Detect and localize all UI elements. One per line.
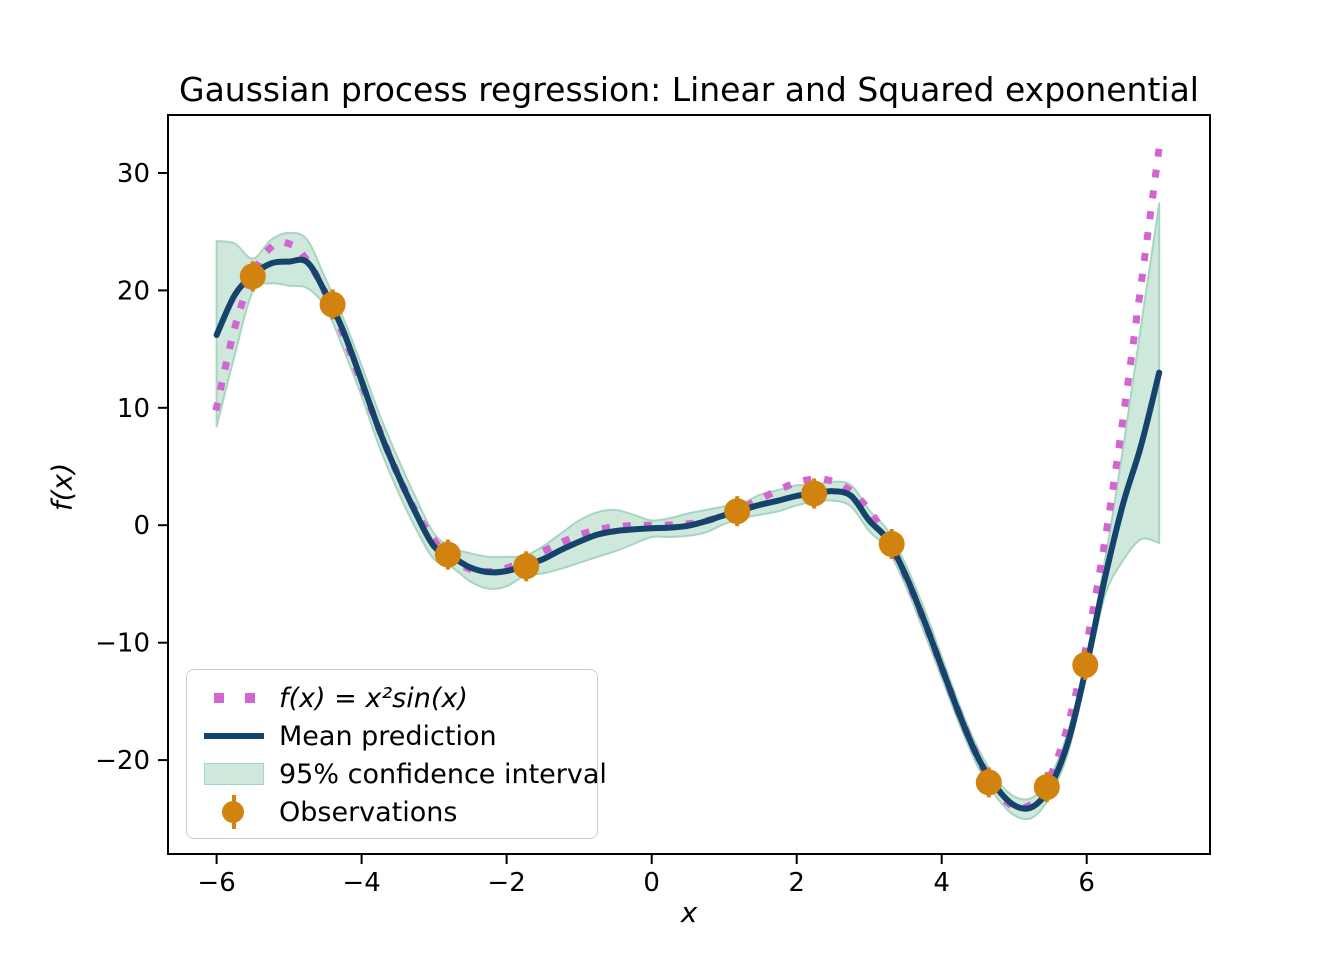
observation-point bbox=[724, 498, 751, 525]
observation-point bbox=[1033, 774, 1060, 801]
legend-label: Mean prediction bbox=[279, 720, 497, 752]
errorbar-marker-swatch bbox=[201, 795, 267, 829]
dot-sample-icon bbox=[213, 693, 224, 703]
x-tick-label: −2 bbox=[487, 868, 525, 898]
y-tick-label: −10 bbox=[95, 629, 150, 659]
y-tick-label: 10 bbox=[117, 394, 150, 424]
observation-point bbox=[319, 291, 346, 318]
dot-sample-icon bbox=[244, 693, 255, 703]
legend-label: Observations bbox=[279, 796, 458, 828]
observation-point bbox=[1072, 652, 1099, 678]
patch-swatch bbox=[201, 763, 267, 785]
line-sample-icon bbox=[204, 733, 264, 739]
observation-point bbox=[801, 480, 828, 507]
x-tick-label: 0 bbox=[643, 868, 660, 898]
mean-prediction-line bbox=[213, 256, 1163, 812]
y-tick-label: −20 bbox=[95, 746, 150, 776]
x-tick-label: 6 bbox=[1078, 868, 1095, 898]
plot-border bbox=[167, 114, 1211, 855]
chart-title: Gaussian process regression: Linear and … bbox=[179, 70, 1199, 109]
x-tick-label: −6 bbox=[197, 868, 235, 898]
x-tick-label: 4 bbox=[933, 868, 950, 898]
observation-point bbox=[878, 531, 905, 557]
legend-item-true-function: f(x) = x²sin(x) bbox=[201, 679, 597, 717]
x-tick-label: 2 bbox=[788, 868, 805, 898]
legend-item-mean-prediction: Mean prediction bbox=[201, 717, 597, 755]
y-axis-label: f(x) bbox=[45, 462, 79, 512]
observation-point bbox=[975, 769, 1002, 796]
x-tick-label: −4 bbox=[342, 868, 380, 898]
solid-line-swatch bbox=[201, 733, 267, 739]
y-tick-label: 20 bbox=[117, 276, 150, 306]
legend-label: f(x) = x²sin(x) bbox=[279, 682, 468, 714]
observation-point bbox=[239, 263, 266, 290]
legend-label: 95% confidence interval bbox=[279, 758, 607, 790]
legend-item-observations: Observations bbox=[201, 793, 597, 831]
x-axis-label: x bbox=[680, 896, 698, 929]
y-tick-label: 30 bbox=[117, 159, 150, 189]
observation-sample-icon bbox=[222, 795, 246, 829]
observation-point bbox=[513, 553, 540, 580]
y-tick-label: 0 bbox=[133, 511, 150, 541]
patch-sample-icon bbox=[204, 763, 264, 785]
legend: f(x) = x²sin(x) Mean prediction 95% conf… bbox=[186, 669, 607, 839]
legend-item-confidence-interval: 95% confidence interval bbox=[201, 755, 607, 793]
dotted-line-swatch bbox=[201, 693, 267, 703]
observation-point bbox=[434, 541, 461, 568]
